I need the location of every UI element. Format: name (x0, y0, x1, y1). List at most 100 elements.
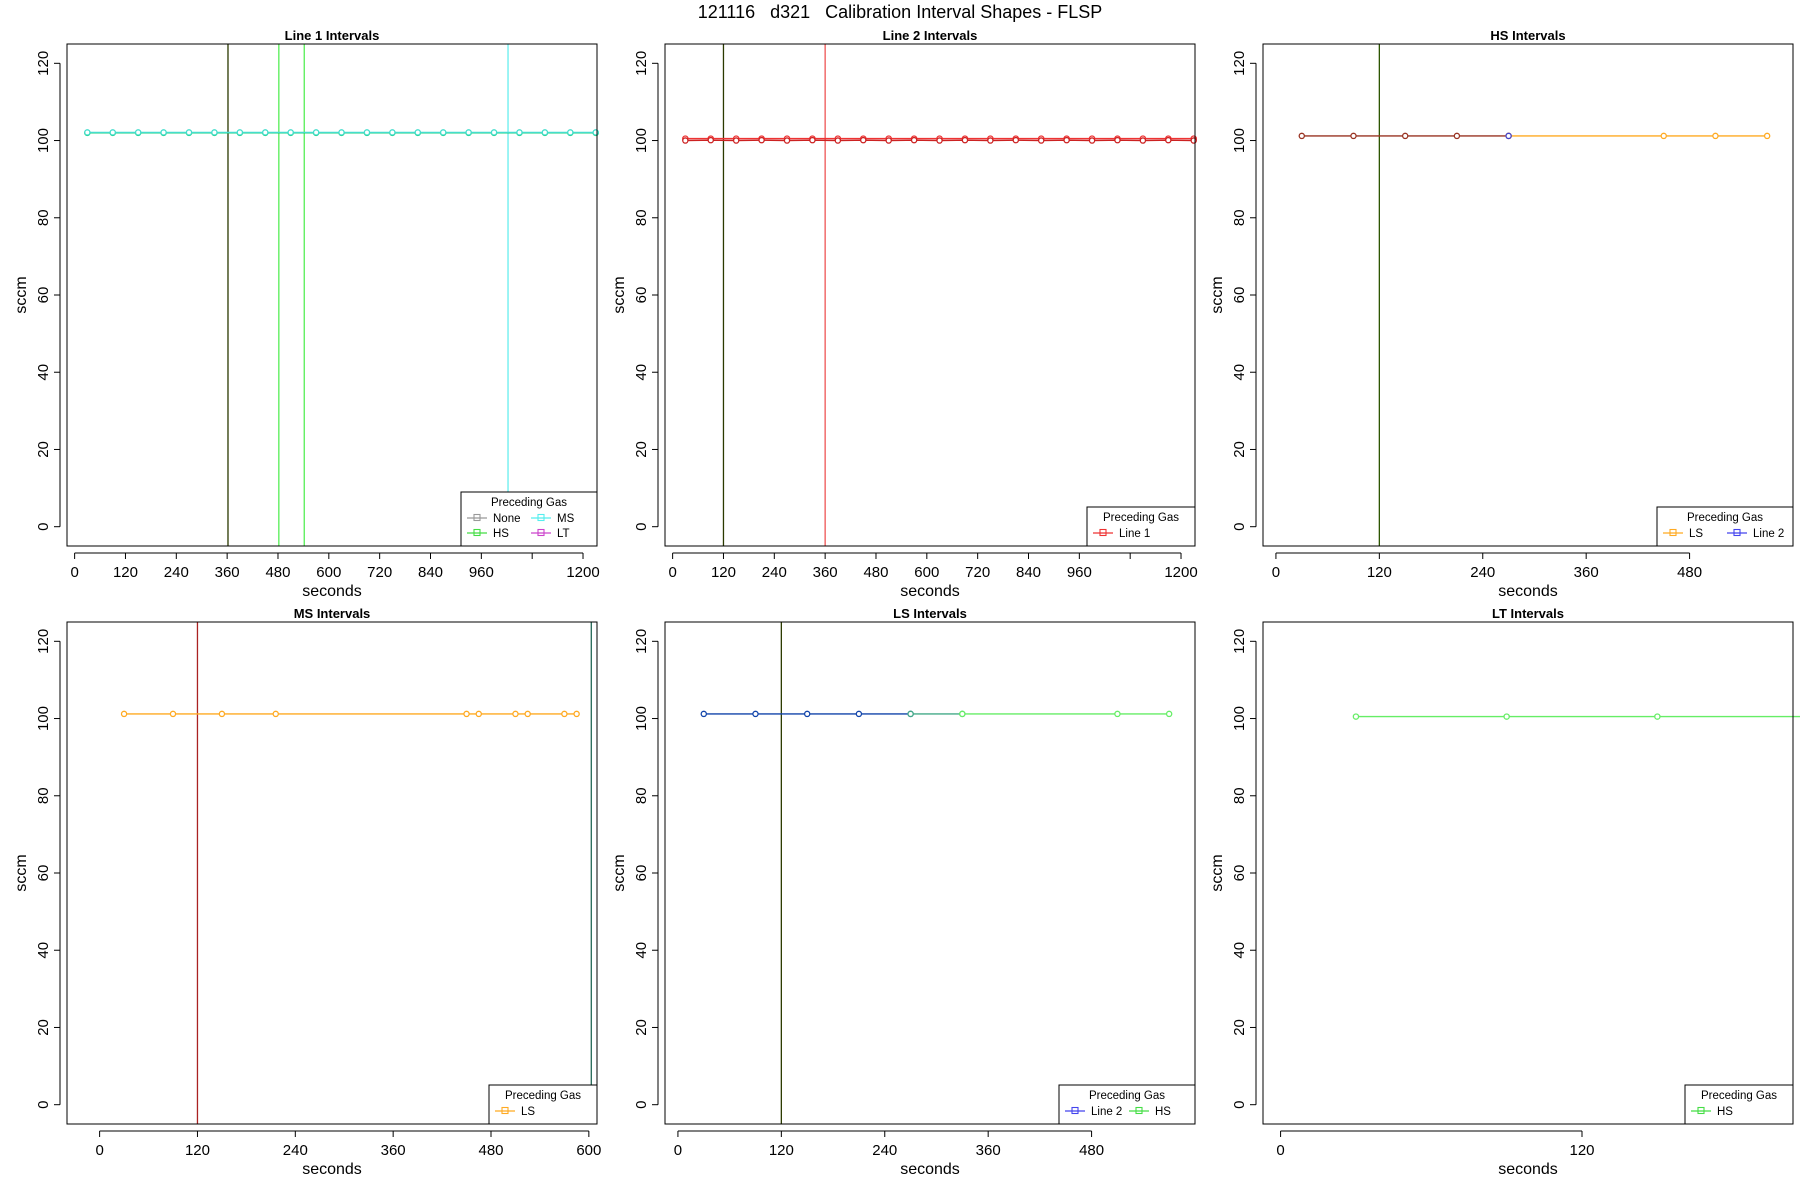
chart-title: LT Intervals (1492, 606, 1564, 621)
data-point (218, 710, 226, 718)
data-point (211, 129, 218, 136)
data-point (1088, 137, 1096, 144)
data-point (1453, 132, 1461, 140)
y-tick-label: 40 (35, 942, 52, 959)
data-point (169, 710, 177, 718)
legend-entry-label: None (493, 513, 521, 525)
y-tick-label: 40 (35, 364, 52, 381)
legend-entry-label: HS (493, 528, 509, 540)
legend-box (1684, 1084, 1794, 1125)
data-point (1012, 136, 1020, 144)
data-point (809, 136, 816, 144)
data-point (490, 129, 498, 136)
x-tick-label: 0 (95, 1142, 103, 1159)
x-tick-label: 240 (164, 564, 189, 581)
data-point (512, 710, 519, 718)
data-point (752, 710, 759, 718)
data-point (463, 710, 470, 718)
plot-frame (66, 43, 598, 547)
legend-entry-label: LT (557, 528, 570, 540)
y-axis-label: sccm (1209, 276, 1226, 313)
x-tick-label: 0 (668, 564, 676, 581)
data-point (573, 710, 580, 718)
x-tick-label: 0 (674, 1142, 682, 1159)
legend-box (1656, 506, 1794, 547)
y-tick-label: 20 (35, 441, 52, 458)
data-point (287, 129, 294, 136)
data-point (363, 129, 371, 136)
data-point (84, 129, 91, 136)
legend-swatch-marker (1071, 1106, 1079, 1115)
data-point (312, 129, 320, 136)
x-tick-label: 240 (762, 564, 787, 581)
data-point (758, 136, 765, 144)
y-tick-label: 60 (35, 865, 52, 882)
data-point (834, 137, 842, 144)
y-tick-label: 60 (35, 287, 52, 304)
y-tick-label: 80 (633, 787, 650, 804)
chart-title: Line 1 Intervals (285, 28, 380, 43)
y-tick-label: 40 (1231, 364, 1248, 381)
plot-frame (664, 43, 1196, 547)
data-point (262, 129, 269, 136)
legend: Preceding Gas LS Line 2 (1656, 506, 1794, 547)
data-point (907, 710, 914, 718)
x-tick-label: 480 (863, 564, 888, 581)
x-tick-label: 120 (1367, 564, 1392, 581)
legend-entry-label: MS (557, 513, 575, 525)
x-tick-label: 960 (469, 564, 494, 581)
chart-panel-lt: 0 120 seconds 0 20 40 60 80 100 120 sccm LT Interva… (1209, 606, 1800, 1178)
data-point (1114, 710, 1121, 718)
legend-swatch-marker (473, 513, 481, 522)
y-tick-label: 120 (35, 51, 52, 76)
x-tick-label: 120 (185, 1142, 210, 1159)
data-point (1660, 132, 1667, 140)
legend-entry-label: Line 1 (1119, 528, 1150, 540)
data-point (1505, 132, 1512, 140)
y-tick-label: 120 (1231, 51, 1248, 76)
legend-swatch-marker (1099, 528, 1107, 537)
data-point (389, 129, 396, 136)
x-axis-label: seconds (1498, 583, 1558, 600)
data-point (541, 129, 549, 136)
x-tick-label: 360 (976, 1142, 1001, 1159)
legend: Preceding Gas Line 1 (1086, 506, 1196, 547)
y-tick-label: 0 (35, 1101, 52, 1109)
data-point (1037, 137, 1045, 144)
y-tick-label: 80 (1231, 787, 1248, 804)
data-point (109, 129, 117, 136)
data-point (272, 710, 279, 718)
x-tick-label: 720 (367, 564, 392, 581)
data-point (120, 710, 128, 718)
legend-swatch-marker (1733, 528, 1741, 537)
y-axis-label: sccm (611, 276, 628, 313)
x-tick-label: 480 (1677, 564, 1702, 581)
plot-frame (1262, 43, 1794, 547)
chart-panel-line1: 0 120 240 360 480 600 720 840 960 1200 seconds 0 20 4… (13, 28, 600, 600)
data-point (860, 136, 867, 144)
x-tick-label: 120 (711, 564, 736, 581)
data-point (700, 710, 708, 718)
legend: Preceding Gas HS (1684, 1084, 1794, 1125)
legend-swatch-marker (1135, 1106, 1143, 1115)
y-tick-label: 100 (633, 706, 650, 731)
legend-title: Preceding Gas (1089, 1090, 1165, 1102)
legend-title: Preceding Gas (1701, 1090, 1777, 1102)
x-axis-label: seconds (1498, 1161, 1558, 1178)
legend-entry-label: HS (1155, 1106, 1171, 1118)
data-point (1190, 137, 1197, 144)
legend-title: Preceding Gas (505, 1090, 581, 1102)
y-tick-label: 20 (1231, 441, 1248, 458)
legend-title: Preceding Gas (1103, 512, 1179, 524)
y-tick-label: 60 (633, 865, 650, 882)
y-tick-label: 120 (633, 629, 650, 654)
data-point (439, 129, 447, 136)
x-tick-label: 0 (1272, 564, 1280, 581)
legend-entry-label: LS (521, 1106, 535, 1118)
y-tick-label: 60 (633, 287, 650, 304)
legend-swatch-marker (537, 528, 545, 537)
y-tick-label: 100 (1231, 706, 1248, 731)
data-point (236, 129, 244, 136)
x-tick-label: 120 (769, 1142, 794, 1159)
data-point (516, 129, 523, 136)
